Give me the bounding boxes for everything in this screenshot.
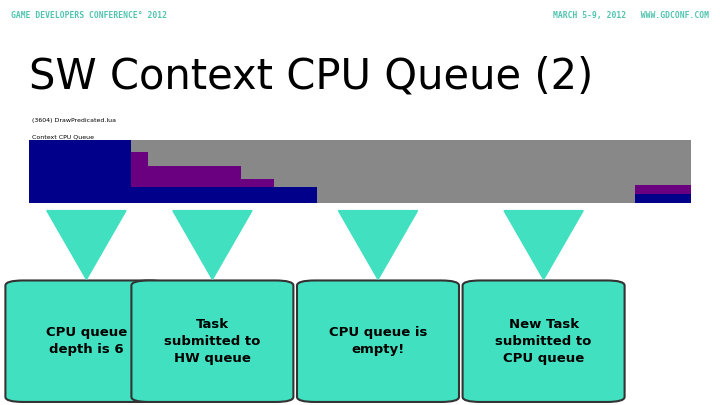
Text: Context CPU Queue: Context CPU Queue	[32, 134, 94, 140]
Text: (3604) DrawPredicated.lua: (3604) DrawPredicated.lua	[32, 118, 116, 123]
Bar	[635, 194, 691, 202]
Polygon shape	[47, 211, 126, 279]
Text: CPU queue
depth is 6: CPU queue depth is 6	[46, 326, 127, 356]
Bar	[132, 187, 317, 202]
FancyBboxPatch shape	[297, 280, 459, 402]
Bar	[132, 187, 317, 202]
FancyBboxPatch shape	[6, 280, 167, 402]
Polygon shape	[173, 211, 252, 279]
Bar	[132, 187, 274, 202]
Text: GAME DEVELOPERS CONFERENCE° 2012: GAME DEVELOPERS CONFERENCE° 2012	[11, 11, 167, 20]
Bar	[635, 185, 691, 202]
Bar	[132, 166, 240, 202]
Text: MARCH 5-9, 2012   WWW.GDCONF.COM: MARCH 5-9, 2012 WWW.GDCONF.COM	[553, 11, 709, 20]
Text: CPU queue is
empty!: CPU queue is empty!	[329, 326, 427, 356]
Text: New Task
submitted to
CPU queue: New Task submitted to CPU queue	[495, 318, 592, 365]
Polygon shape	[504, 211, 583, 279]
Bar	[29, 140, 691, 202]
FancyBboxPatch shape	[132, 280, 294, 402]
Bar	[132, 194, 240, 202]
Text: Task
submitted to
HW queue: Task submitted to HW queue	[164, 318, 261, 365]
FancyBboxPatch shape	[462, 280, 624, 402]
Bar	[132, 179, 274, 202]
Polygon shape	[338, 211, 418, 279]
Bar	[132, 152, 148, 202]
Text: SW Context CPU Queue (2): SW Context CPU Queue (2)	[29, 55, 593, 97]
Bar	[29, 140, 132, 202]
